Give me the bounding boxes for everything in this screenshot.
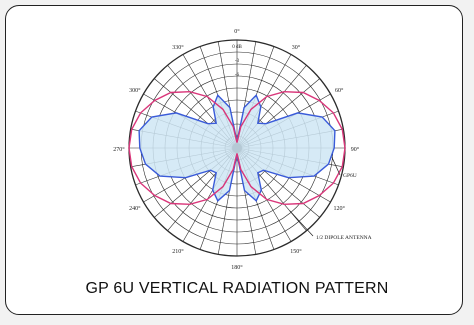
annotation-label: 1/2 DIPOLE ANTENNA bbox=[316, 235, 372, 241]
radial-scale-label: -3 bbox=[235, 59, 240, 64]
angle-tick-label: 330° bbox=[172, 44, 184, 51]
angle-tick-label: 300° bbox=[129, 87, 141, 94]
series-dipole bbox=[128, 90, 346, 206]
series-layer bbox=[128, 90, 346, 206]
annotation-label: GP6U bbox=[343, 173, 357, 179]
angle-tick-label: 90° bbox=[351, 146, 360, 153]
angle-tick-label: 180° bbox=[231, 264, 243, 271]
annotation-leader bbox=[289, 210, 314, 237]
angle-tick-label: 150° bbox=[290, 248, 302, 255]
chart-caption: GP 6U VERTICAL RADIATION PATTERN bbox=[85, 280, 389, 297]
annotation-leader bbox=[331, 157, 341, 176]
radial-scale-label: 0 dB bbox=[232, 45, 242, 50]
angle-tick-label: 210° bbox=[172, 248, 184, 255]
angle-tick-label: 240° bbox=[129, 205, 141, 212]
angle-tick-label: 120° bbox=[333, 205, 345, 212]
angle-tick-label: 270° bbox=[113, 146, 125, 153]
angle-tick-label: 30° bbox=[292, 44, 301, 51]
angle-tick-label: 60° bbox=[335, 87, 344, 94]
label-layer: 0° 30° 60° 90° 120° 150° 180° 210° 240° 270° 300° 3… bbox=[113, 28, 371, 271]
radial-scale-label: -6 bbox=[235, 73, 240, 78]
angle-tick-label: 0° bbox=[234, 28, 240, 35]
